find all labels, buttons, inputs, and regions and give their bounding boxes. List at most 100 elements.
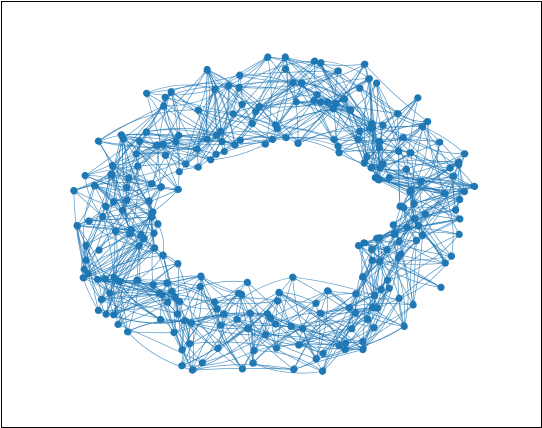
graph-edge (375, 177, 461, 220)
graph-node (403, 223, 411, 231)
graph-edge (98, 105, 165, 142)
graph-edge (105, 205, 140, 246)
graph-edge (206, 69, 222, 132)
graph-node (106, 289, 114, 297)
graph-node (456, 196, 464, 204)
graph-node (312, 355, 320, 363)
graph-node (114, 320, 122, 328)
graph-node (198, 359, 206, 367)
graph-node (437, 283, 445, 291)
graph-node (377, 286, 385, 294)
graph-node (133, 276, 141, 284)
graph-node (149, 208, 157, 216)
graph-node (163, 279, 171, 287)
graph-node (373, 234, 381, 242)
graph-node (394, 110, 402, 118)
graph-node (193, 145, 201, 153)
graph-node (107, 170, 115, 178)
graph-node (178, 362, 186, 370)
graph-edge (315, 303, 321, 360)
graph-node (154, 220, 162, 228)
graph-node (455, 230, 463, 238)
graph-node (351, 309, 359, 317)
graph-edge (406, 169, 461, 220)
graph-edge (76, 184, 96, 226)
graph-node (418, 232, 427, 240)
graph-edge (104, 216, 153, 279)
graph-node (371, 292, 379, 300)
graph-node (178, 346, 186, 354)
graph-edge (410, 190, 452, 257)
graph-node (153, 141, 161, 149)
graph-node (455, 160, 463, 169)
graph-node (218, 138, 226, 146)
graph-edge (177, 263, 194, 371)
graph-node (359, 346, 367, 354)
graph-node (194, 106, 202, 114)
graph-node (203, 135, 211, 143)
graph-edge (315, 290, 329, 360)
graph-edge (191, 317, 271, 371)
graph-edge (297, 303, 317, 346)
graph-node (275, 288, 283, 296)
graph-node (317, 98, 325, 106)
graph-edge (163, 105, 218, 136)
graph-node (238, 365, 246, 373)
graph-node (383, 276, 392, 284)
graph-node (231, 141, 239, 149)
graph-edge (251, 68, 287, 124)
graph-edge (71, 190, 85, 270)
graph-node (248, 120, 256, 128)
graph-node (441, 190, 449, 198)
graph-edge (238, 59, 316, 88)
graph-node (460, 188, 469, 196)
graph-node (402, 165, 411, 174)
graph-edge (338, 124, 424, 147)
graph-node (316, 309, 324, 317)
graph-node (99, 212, 107, 220)
graph-node (102, 202, 110, 210)
graph-edge (377, 179, 446, 194)
graph-edge (152, 186, 162, 213)
graph-node (461, 150, 469, 158)
graph-node (364, 315, 372, 323)
graph-node (127, 226, 135, 234)
graph-node (234, 289, 243, 297)
graph-edge (113, 245, 140, 315)
graph-node (220, 310, 228, 318)
graph-node (383, 246, 391, 254)
graph-node (368, 246, 376, 254)
graph-edge (97, 301, 168, 313)
graph-node (110, 198, 118, 206)
graph-node (134, 162, 142, 170)
graph-node (274, 297, 282, 305)
graph-edge (253, 290, 328, 352)
graph-node (407, 149, 415, 157)
graph-node (235, 83, 243, 91)
graph-edge (94, 184, 142, 235)
graph-node (385, 173, 393, 182)
graph-edge (160, 294, 203, 364)
graph-node (312, 299, 320, 307)
graph-edge (98, 107, 199, 142)
graph-edge (177, 275, 202, 315)
graph-node (82, 256, 90, 264)
graph-node (123, 184, 131, 192)
graph-node (450, 172, 458, 180)
graph-node (452, 206, 460, 214)
graph-node (356, 127, 364, 135)
graph-edge (76, 223, 132, 231)
graph-edge (411, 240, 417, 306)
graph-edge (344, 98, 365, 164)
graph-edge (297, 129, 361, 144)
graph-node (334, 142, 342, 150)
graph-edge (97, 247, 156, 280)
graph-node (148, 180, 156, 188)
graph-node (385, 284, 393, 292)
graph-node (70, 187, 78, 195)
graph-edge (278, 292, 346, 344)
graph-node (168, 287, 176, 295)
graph-edge (148, 141, 177, 202)
graph-edge (88, 215, 153, 222)
graph-node (400, 322, 408, 330)
